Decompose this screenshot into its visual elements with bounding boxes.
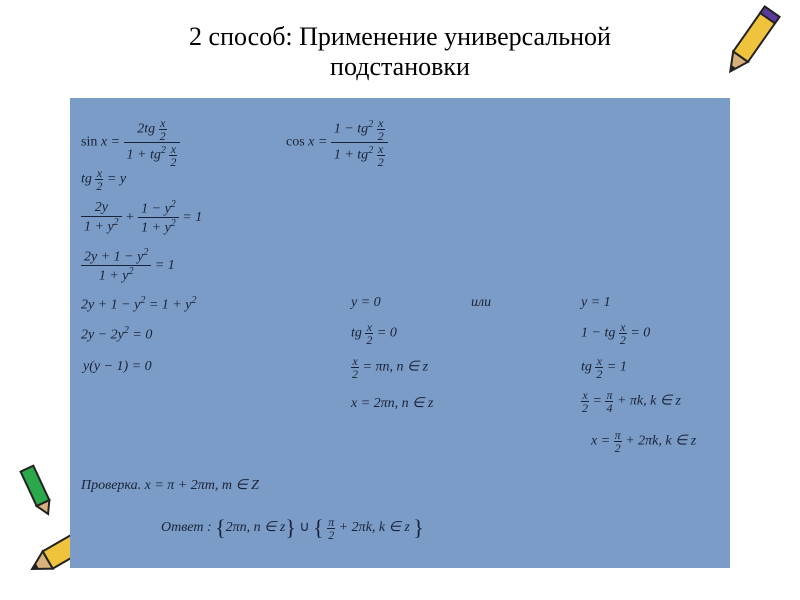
- step-5: y(y − 1) = 0: [83, 359, 152, 375]
- step-4: 2y − 2y2 = 0: [81, 325, 152, 344]
- math-panel: sin x = 2tg x2 1 + tg2 x2 cos x = 1 − tg…: [70, 98, 730, 568]
- sin-formula: sin x = 2tg x2 1 + tg2 x2: [81, 117, 180, 168]
- title-line1: 2 способ: Применение универсальной: [189, 22, 611, 51]
- tg-x2-eq-1: tg x2 = 1: [581, 355, 627, 380]
- step-2: 2y + 1 − y2 1 + y2 = 1: [81, 247, 175, 284]
- one-minus-tg: 1 − tg x2 = 0: [581, 321, 650, 346]
- x-eq-2pin: x = 2πn, n ∈ z: [351, 395, 433, 412]
- slide-title: 2 способ: Применение универсальной подст…: [0, 0, 800, 82]
- step-3: 2y + 1 − y2 = 1 + y2: [81, 295, 196, 314]
- substitution: tg x2 = y: [81, 167, 126, 192]
- or-label: или: [471, 295, 491, 311]
- branch-y1: y = 1: [581, 295, 611, 311]
- tg-x2-eq-0: tg x2 = 0: [351, 321, 397, 346]
- answer-line: Ответ : {2πn, n ∈ z} ∪ { π2 + 2πk, k ∈ z…: [161, 515, 424, 541]
- step-1: 2y1 + y2 + 1 − y21 + y2 = 1: [81, 199, 202, 236]
- title-line2: подстановки: [330, 52, 470, 81]
- branch-y0: y = 0: [351, 295, 381, 311]
- x2-eq-pin: x2 = πn, n ∈ z: [351, 355, 428, 380]
- cos-formula: cos x = 1 − tg2 x2 1 + tg2 x2: [286, 117, 388, 168]
- x2-eq-pi4: x2 = π4 + πk, k ∈ z: [581, 389, 681, 414]
- check-line: Проверка. x = π + 2πm, m ∈ Z: [81, 477, 259, 494]
- x-eq-pi2-2k: x = π2 + 2πk, k ∈ z: [591, 429, 696, 454]
- pencil-top-right-icon: [710, 0, 790, 90]
